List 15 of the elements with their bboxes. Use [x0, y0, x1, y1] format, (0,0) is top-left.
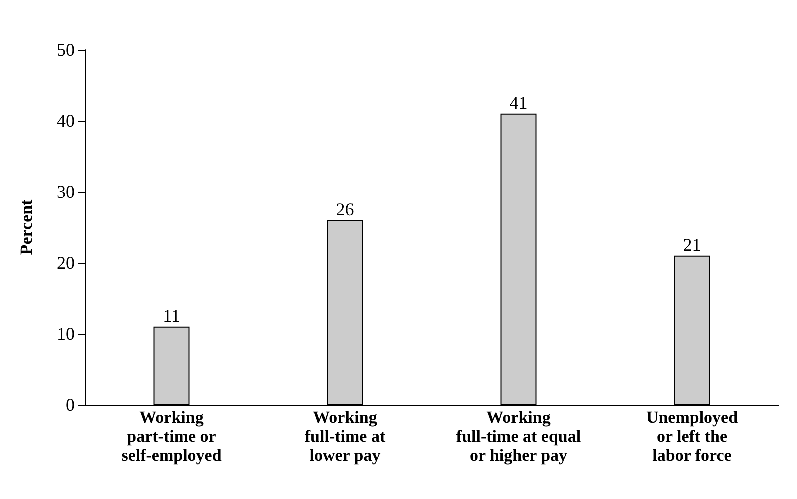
data-label: 41	[510, 92, 528, 113]
y-tick-label: 40	[57, 111, 75, 131]
x-tick-label: Working full-time at lower pay	[304, 408, 386, 465]
x-tick-label: Working part-time or self-employed	[122, 408, 222, 465]
y-tick-label: 0	[66, 395, 75, 415]
y-tick-label: 50	[57, 40, 75, 60]
y-tick-label: 10	[57, 324, 75, 344]
y-axis-title: Percent	[17, 199, 36, 256]
y-tick-label: 30	[57, 182, 75, 202]
x-tick-label: Working full-time at equal or higher pay	[456, 408, 582, 465]
y-tick-label: 20	[57, 253, 75, 273]
data-label: 11	[163, 306, 180, 326]
x-tick-label: Unemployed or left the labor force	[646, 408, 739, 465]
data-label: 26	[336, 199, 354, 220]
data-label: 21	[683, 234, 702, 255]
